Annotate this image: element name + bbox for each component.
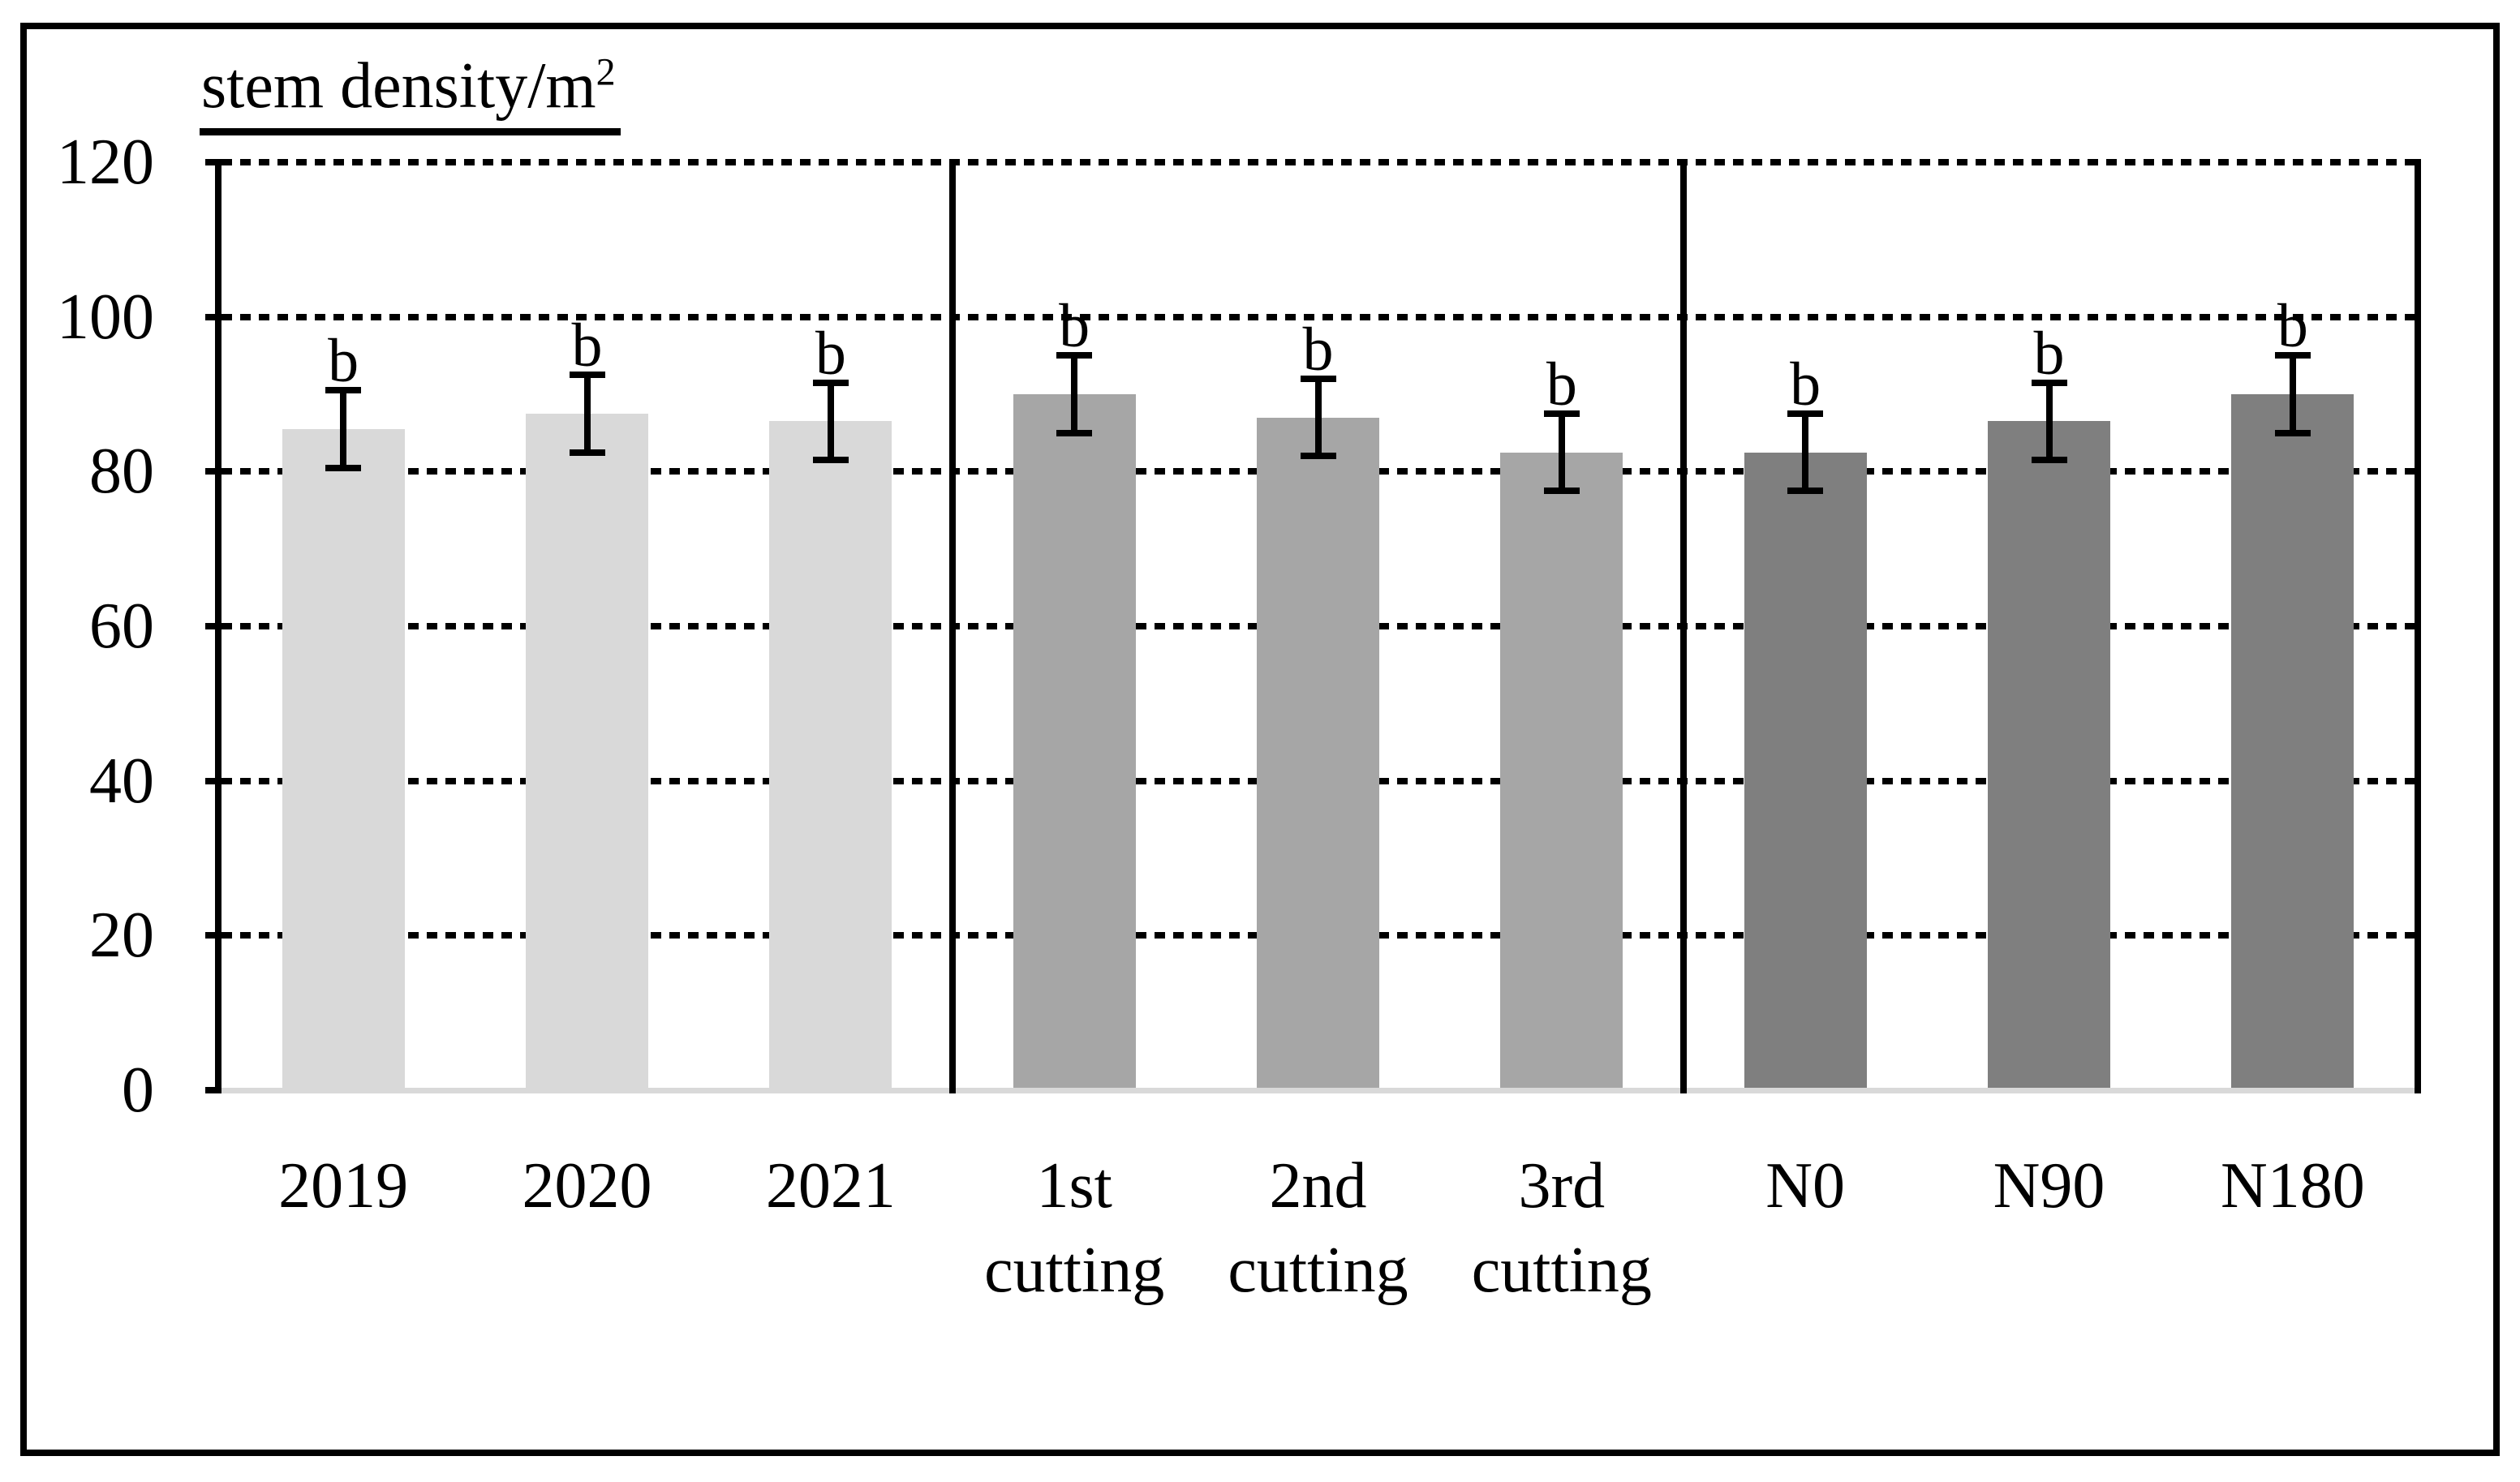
y-tick-label-80: 80 xyxy=(89,436,154,508)
x-category-label-0: 2019 xyxy=(278,1150,409,1222)
sig-letter-0: b xyxy=(328,327,359,396)
y-tick-label-40: 40 xyxy=(89,745,154,817)
x-category-label-8: N180 xyxy=(2220,1150,2365,1222)
y-tick-60 xyxy=(205,623,221,629)
error-bar-stem-5 xyxy=(1558,413,1565,492)
x-category-label-6: N0 xyxy=(1765,1150,1846,1222)
sig-letter-1: b xyxy=(571,311,603,380)
bar-2020 xyxy=(526,413,648,1093)
sig-letter-4: b xyxy=(1302,315,1334,384)
error-bar-stem-8 xyxy=(2289,355,2296,433)
error-bar-cap-top-4 xyxy=(1300,375,1336,382)
bar-2021 xyxy=(769,421,892,1093)
error-bar-cap-top-3 xyxy=(1056,352,1093,359)
sig-letter-8: b xyxy=(2277,292,2308,361)
chart-title-superscript: 2 xyxy=(596,50,616,94)
sig-letter-5: b xyxy=(1546,350,1577,419)
y-tick-label-60: 60 xyxy=(89,591,154,662)
error-bar-cap-top-1 xyxy=(569,372,605,379)
y-tick-120 xyxy=(205,159,221,165)
y-tick-40 xyxy=(205,777,221,784)
bar-2019 xyxy=(282,428,405,1093)
y-tick-80 xyxy=(205,468,221,475)
error-bar-cap-top-2 xyxy=(812,379,849,386)
y-tick-label-20: 20 xyxy=(89,900,154,972)
sig-letter-2: b xyxy=(815,319,846,388)
bar-3rd-cutting xyxy=(1500,452,1623,1093)
error-bar-cap-top-8 xyxy=(2274,352,2311,359)
error-bar-cap-bottom-5 xyxy=(1543,488,1580,495)
x-axis-baseline xyxy=(215,1088,2421,1093)
error-bar-cap-bottom-8 xyxy=(2274,429,2311,436)
x-category-label-3: 1st cutting xyxy=(984,1150,1165,1306)
error-bar-cap-top-0 xyxy=(325,387,362,394)
error-bar-cap-top-6 xyxy=(1787,410,1824,417)
chart-title-text: stem density/m xyxy=(201,50,596,122)
chart-title: stem density/m2 xyxy=(200,45,621,135)
bar-1st-cutting xyxy=(1013,394,1136,1093)
sig-letter-3: b xyxy=(1059,292,1090,361)
bar-2nd-cutting xyxy=(1257,417,1379,1093)
error-bar-cap-top-5 xyxy=(1543,410,1580,417)
y-tick-100 xyxy=(205,313,221,320)
x-category-label-5: 3rd cutting xyxy=(1471,1150,1652,1306)
error-bar-cap-bottom-0 xyxy=(325,464,362,471)
sig-letter-7: b xyxy=(2033,319,2065,388)
error-bar-cap-bottom-3 xyxy=(1056,429,1093,436)
error-bar-cap-bottom-4 xyxy=(1300,453,1336,460)
y-tick-0 xyxy=(205,1087,221,1093)
error-bar-stem-4 xyxy=(1314,378,1322,457)
error-bar-stem-7 xyxy=(2045,382,2053,461)
bar-N90 xyxy=(1988,421,2110,1093)
group-separator-1 xyxy=(949,159,956,1093)
error-bar-stem-6 xyxy=(1802,413,1809,492)
y-tick-20 xyxy=(205,932,221,939)
gridline-120 xyxy=(221,159,2415,165)
gridline-100 xyxy=(221,313,2415,320)
error-bar-cap-bottom-7 xyxy=(2031,457,2067,464)
x-category-label-4: 2nd cutting xyxy=(1228,1150,1408,1306)
x-category-label-2: 2021 xyxy=(765,1150,896,1222)
error-bar-stem-0 xyxy=(340,390,347,468)
group-separator-2 xyxy=(1680,159,1687,1093)
sig-letter-6: b xyxy=(1790,350,1821,419)
error-bar-cap-bottom-6 xyxy=(1787,488,1824,495)
error-bar-stem-2 xyxy=(827,382,834,461)
error-bar-stem-1 xyxy=(583,375,591,453)
y-tick-label-0: 0 xyxy=(122,1055,154,1126)
error-bar-cap-top-7 xyxy=(2031,379,2067,386)
bar-N0 xyxy=(1744,452,1867,1093)
x-category-label-1: 2020 xyxy=(522,1150,652,1222)
plot-right-border xyxy=(2415,159,2421,1093)
error-bar-cap-bottom-1 xyxy=(569,449,605,456)
y-tick-label-100: 100 xyxy=(57,281,154,353)
x-category-label-7: N90 xyxy=(1993,1150,2105,1222)
y-tick-label-120: 120 xyxy=(57,127,154,198)
error-bar-stem-3 xyxy=(1071,355,1078,433)
error-bar-cap-bottom-2 xyxy=(812,457,849,464)
bar-N180 xyxy=(2231,394,2354,1093)
